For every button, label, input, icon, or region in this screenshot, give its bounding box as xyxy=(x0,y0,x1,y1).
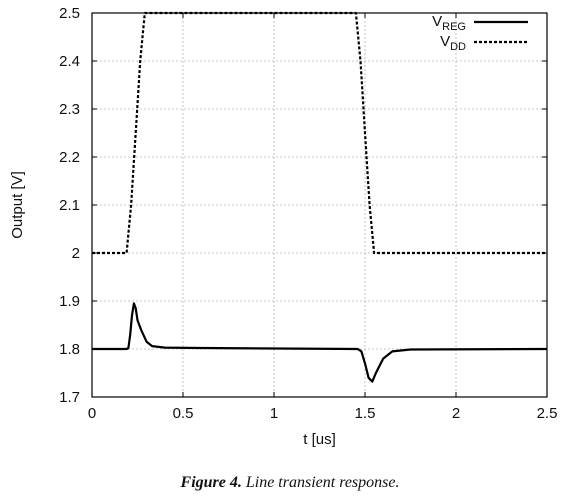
y-tick-label: 2.3 xyxy=(59,101,80,118)
y-tick-label: 2.1 xyxy=(59,197,80,214)
series-layer xyxy=(92,11,548,383)
y-tick-label: 1.7 xyxy=(59,389,80,406)
x-tick-label: 1 xyxy=(270,405,278,422)
legend-sub-vreg: REG xyxy=(442,21,466,33)
y-tick-label: 1.8 xyxy=(59,341,80,358)
legend: VREG VDD xyxy=(432,13,528,53)
caption-label: Figure 4. xyxy=(180,474,242,491)
y-axis-label: Output [V] xyxy=(9,171,26,239)
x-tick-label: 2 xyxy=(452,405,460,422)
line-transient-chart: 0 0.5 1 1.5 2 2.5 1.7 1.8 1.9 2 2.1 2.2 2.3 2.4 2.5 t… xyxy=(9,5,558,448)
legend-entry-vdd: VDD xyxy=(440,33,528,53)
caption-text: Line transient response. xyxy=(245,474,400,491)
y-axis-ticks: 1.7 1.8 1.9 2 2.1 2.2 2.3 2.4 2.5 xyxy=(59,5,547,406)
legend-label-vreg: VREG xyxy=(432,13,466,33)
x-axis-label: t [us] xyxy=(303,431,336,448)
x-tick-label: 0.5 xyxy=(173,405,194,422)
series-line-vdd xyxy=(92,11,547,255)
y-tick-label: 2.4 xyxy=(59,53,80,70)
x-tick-label: 1.5 xyxy=(355,405,376,422)
figure-caption: Figure 4. Line transient response. xyxy=(0,474,580,492)
y-tick-label: 1.9 xyxy=(59,293,80,310)
y-tick-label: 2.2 xyxy=(59,149,80,166)
y-tick-label: 2 xyxy=(72,245,80,262)
x-tick-label: 2.5 xyxy=(537,405,558,422)
legend-sub-vdd: DD xyxy=(450,41,466,53)
x-tick-label: 0 xyxy=(88,405,96,422)
y-tick-label: 2.5 xyxy=(59,5,80,22)
legend-main-vreg: V xyxy=(432,13,442,30)
series-line-vreg xyxy=(92,302,548,383)
legend-main-vdd: V xyxy=(440,33,450,50)
legend-entry-vreg: VREG xyxy=(432,13,528,33)
grid-lines xyxy=(92,13,547,397)
legend-label-vdd: VDD xyxy=(440,33,466,53)
x-axis-ticks: 0 0.5 1 1.5 2 2.5 xyxy=(88,13,558,422)
